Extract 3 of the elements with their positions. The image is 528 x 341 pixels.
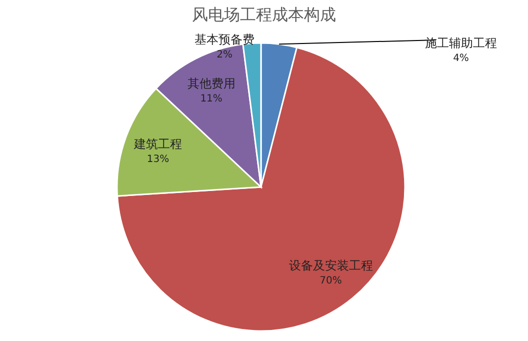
slice-label: 施工辅助工程 xyxy=(425,36,497,50)
data-label: 4% xyxy=(453,53,469,64)
title: 风电场工程成本构成 xyxy=(192,5,336,24)
